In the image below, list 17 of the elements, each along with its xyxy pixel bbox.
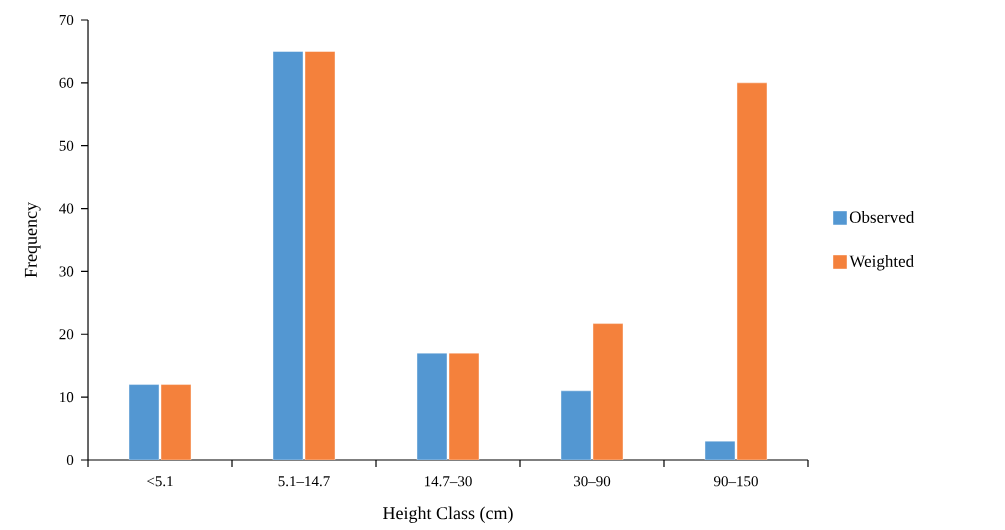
x-tick-label: 14.7–30 <box>424 476 472 487</box>
x-tick-label: 30–90 <box>573 476 611 487</box>
y-axis-title: Frequency <box>24 202 41 278</box>
y-tick-label: 50 <box>59 140 74 151</box>
y-tick-label: 70 <box>59 14 74 26</box>
y-tick-label: 10 <box>60 392 74 403</box>
x-tick-label: 90–150 <box>713 476 758 487</box>
x-tick-label: <5.1 <box>147 476 173 487</box>
legend-label: Observed <box>849 210 915 223</box>
y-tick-label: 60 <box>59 77 74 88</box>
y-tick-label: 30 <box>59 266 74 277</box>
y-tick-label: 20 <box>59 329 74 340</box>
x-tick-label: 5.1–14.7 <box>278 476 330 487</box>
y-tick-label: 0 <box>66 454 74 466</box>
y-tick-label: 40 <box>59 203 74 214</box>
x-axis-title: Height Class (cm) <box>383 506 513 523</box>
legend-label: Weighted <box>849 254 914 271</box>
